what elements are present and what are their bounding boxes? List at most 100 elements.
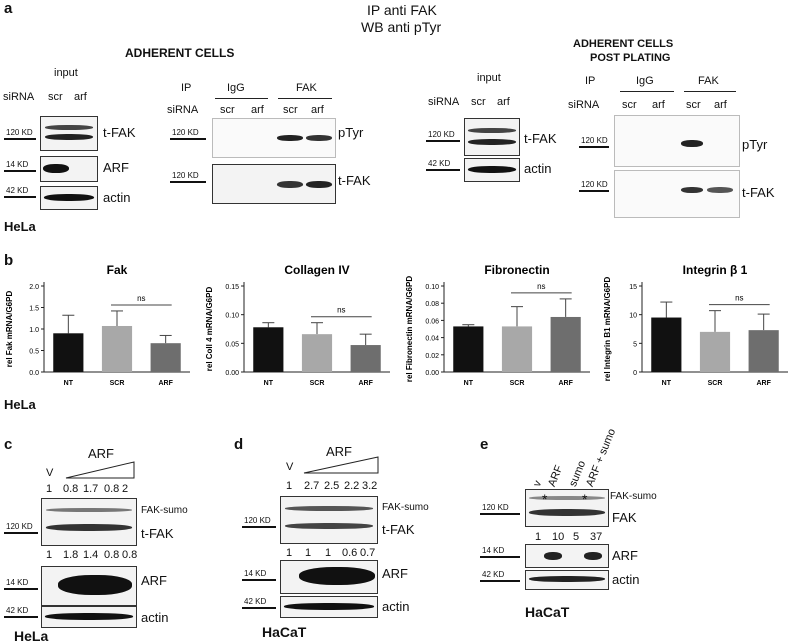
quant-mid-d-3: 0.6 <box>342 547 358 559</box>
lane-label-e-3: ARF + sumo <box>584 427 619 489</box>
ip-label-right: IP <box>585 75 596 87</box>
label-fak-sumo-d: FAK-sumo <box>382 502 429 513</box>
chart-xtick-label-0-2: ARF <box>158 380 173 387</box>
chart-ylabel-3: rel Integrin B1 mRNA/G6PD <box>603 277 612 382</box>
chart-ytick-label-1-1: 0.05 <box>225 341 239 348</box>
panel-label-b: b <box>4 252 14 269</box>
kd-120-middle-tfak: 120 KD <box>172 171 199 180</box>
kd-120-middle-ptyr: 120 KD <box>172 128 199 137</box>
kd-14-e: 14 KD <box>482 546 505 555</box>
kd-42-d: 42 KD <box>244 597 267 606</box>
chart-ytick-label-0-1: 0.5 <box>29 349 39 356</box>
blot-actin-d <box>280 596 378 618</box>
label-actin-c: actin <box>141 610 169 625</box>
chart-ytick-label-2-0: 0.00 <box>425 370 439 377</box>
arf-gradient-wedge-c <box>65 461 135 479</box>
chart-ytick-label-2-4: 0.08 <box>425 301 439 308</box>
quant-e-3: 37 <box>590 531 603 543</box>
chart-bar-3-2 <box>748 330 779 372</box>
chart-ytick-label-0-4: 2.0 <box>29 284 39 291</box>
blot-arf-input-left <box>40 156 98 182</box>
blot-tfak-middle <box>212 164 336 204</box>
chart-bar-1-2 <box>350 345 381 372</box>
lane-scr-right-fak: scr <box>686 99 701 111</box>
label-arf-left: ARF <box>103 160 129 175</box>
label-arf-e: ARF <box>612 548 638 563</box>
blot-actin-input-right <box>464 158 520 182</box>
lane-arf-right-fak: arf <box>714 99 727 111</box>
chart-xtick-label-2-1: SCR <box>510 380 525 387</box>
label-actin-d: actin <box>382 599 410 614</box>
igg-label-right: IgG <box>636 75 654 87</box>
blot-tfak-input-right <box>464 118 520 156</box>
chart-ytick-label-1-2: 0.10 <box>225 313 239 320</box>
label-fak-e: FAK <box>612 510 637 525</box>
fak-label-middle: FAK <box>296 82 317 94</box>
label-tfak-d: t-FAK <box>382 522 415 537</box>
chart-ylabel-0: rel Fak mRNA/G6PD <box>5 291 14 368</box>
label-actin-e: actin <box>612 572 640 587</box>
label-ptyr-middle: pTyr <box>338 125 364 140</box>
chart-bar-3-0 <box>651 317 682 372</box>
quant-top-d-2: 2.5 <box>324 480 340 492</box>
label-ptyr-right: pTyr <box>742 137 768 152</box>
cell-hela-b: HeLa <box>4 397 36 412</box>
input-label-right: input <box>477 72 501 84</box>
chart-ytick-label-2-5: 0.10 <box>425 284 439 291</box>
quant-top-c-2: 1.7 <box>83 483 99 495</box>
quant-mid-c-4: 0.8 <box>122 549 138 561</box>
chart-ns-label-2: ns <box>537 282 545 291</box>
asterisk-arf-sumo-lane-e: * <box>582 491 588 507</box>
label-fak-sumo-e: FAK-sumo <box>610 491 657 502</box>
chart-xtick-label-3-0: NT <box>662 380 672 387</box>
label-actin-right: actin <box>524 161 552 176</box>
quant-mid-d-0: 1 <box>286 547 293 559</box>
quant-e-0: 1 <box>535 531 542 543</box>
kd-42-left: 42 KD <box>6 186 29 195</box>
chart-ylabel-1: rel Coll 4 mRNA/G6PD <box>205 287 214 372</box>
chart-bar-0-0 <box>53 333 84 372</box>
chart-ytick-label-3-3: 15 <box>629 284 637 291</box>
label-tfak-c: t-FAK <box>141 526 174 541</box>
blot-actin-e <box>525 570 609 590</box>
blot-ptyr-right <box>614 115 740 167</box>
kd-120-left: 120 KD <box>6 128 33 137</box>
lane-scr-right: scr <box>471 96 486 108</box>
quant-top-c-4: 2 <box>122 483 129 495</box>
cell-hacat-e: HaCaT <box>525 604 570 620</box>
blot-actin-c <box>41 606 137 628</box>
panel-label-d: d <box>234 436 244 453</box>
quant-top-d-3: 2.2 <box>344 480 360 492</box>
chart-bar-2-1 <box>501 326 533 372</box>
chart-bar-2-2 <box>550 316 581 372</box>
kd-120-right: 120 KD <box>428 130 455 139</box>
label-tfak-far-right: t-FAK <box>742 185 775 200</box>
kd-42-right: 42 KD <box>428 159 451 168</box>
chart-ytick-label-3-0: 0 <box>633 370 637 377</box>
quant-top-c-1: 0.8 <box>63 483 79 495</box>
sirna-label-right: siRNA <box>428 96 460 108</box>
chart-title-3: Integrin β 1 <box>683 263 748 277</box>
section-post-plating: POST PLATING <box>590 52 671 64</box>
chart-ytick-label-3-1: 5 <box>633 341 637 348</box>
chart-ytick-label-0-0: 0.0 <box>29 370 39 377</box>
quant-mid-d-1: 1 <box>305 547 312 559</box>
chart-xtick-label-3-1: SCR <box>708 380 723 387</box>
ip-label-middle: IP <box>181 82 192 94</box>
chart-bar-3-1 <box>699 331 731 372</box>
chart-bar-0-2 <box>150 343 181 372</box>
kd-42-c: 42 KD <box>6 606 29 615</box>
lane-arf-left: arf <box>74 91 87 103</box>
chart-ylabel-2: rel Fibronectin mRNA/G6PD <box>405 276 414 382</box>
chart-title-1: Collagen IV <box>284 263 349 277</box>
chart-ytick-label-1-0: 0.00 <box>225 370 239 377</box>
label-arf-top-c: ARF <box>88 446 114 461</box>
lane-label-e-1: ARF <box>546 463 566 489</box>
blot-actin-input-left <box>40 186 98 210</box>
lane-v-c: V <box>46 467 54 479</box>
chart-ytick-label-3-2: 10 <box>629 313 637 320</box>
kd-14-left: 14 KD <box>6 160 29 169</box>
blot-tfak-input-left <box>40 116 98 151</box>
chart-integrin-b1: Integrin β 1 rel Integrin B1 mRNA/G6PD 0 5 1… <box>603 263 788 387</box>
kd-120-d: 120 KD <box>244 516 271 525</box>
